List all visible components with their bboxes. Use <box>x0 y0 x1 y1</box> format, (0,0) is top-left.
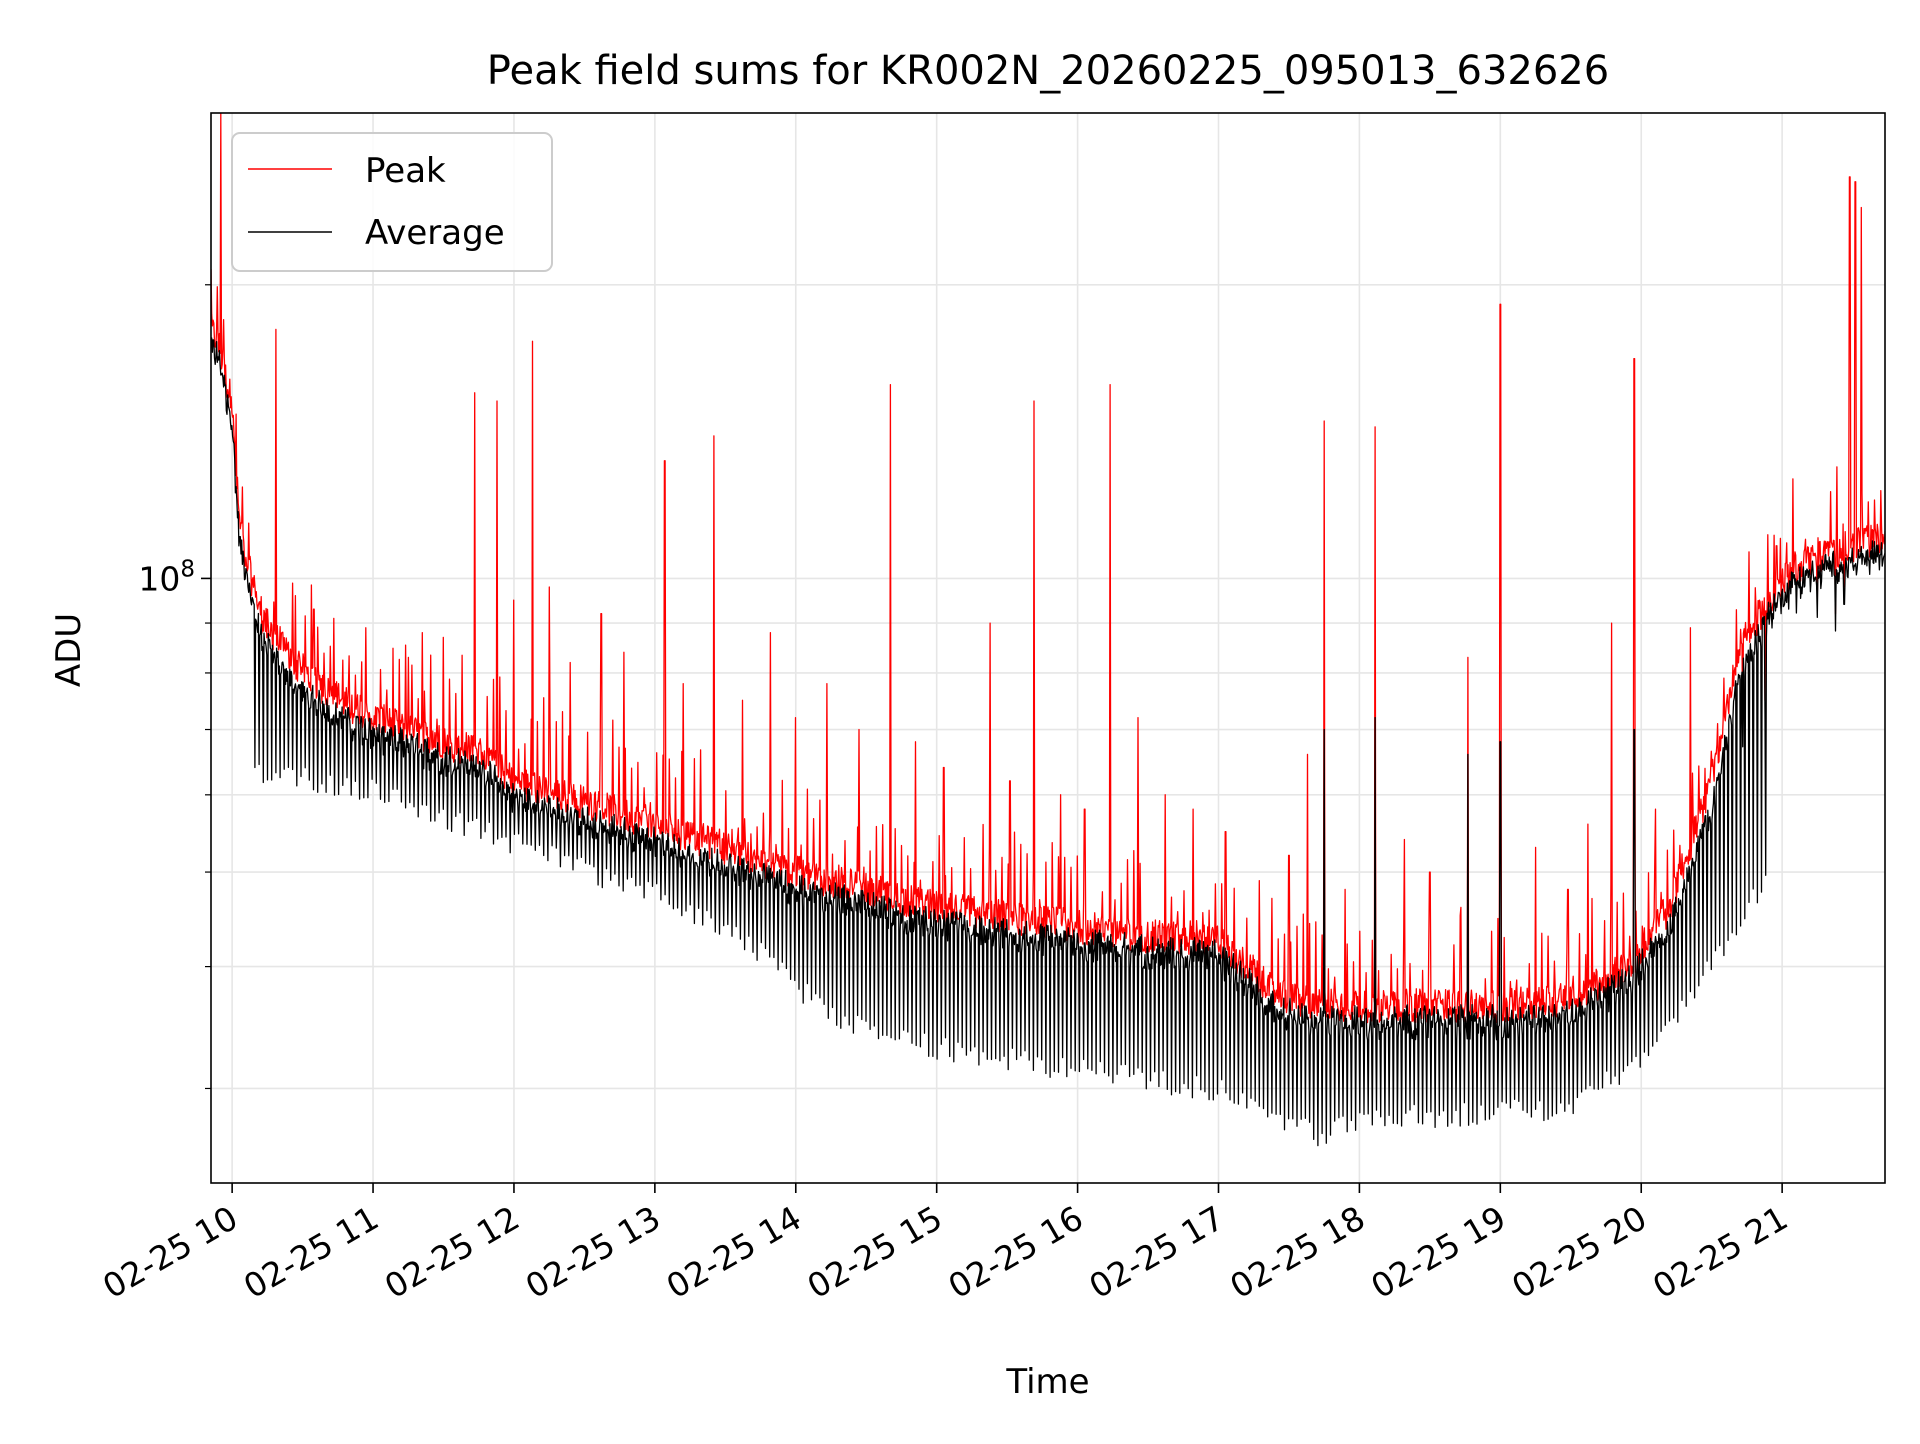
series-peak-line <box>211 113 1885 1024</box>
legend[interactable]: Peak Average <box>231 132 553 272</box>
y-axis-label: ADU <box>49 613 89 687</box>
y-tick-label: 108 <box>138 556 195 598</box>
legend-average-label: Average <box>365 213 505 253</box>
y-axis: 108 <box>138 284 211 1090</box>
plot-frame <box>210 112 1886 1184</box>
chart-title: Peak field sums for KR002N_20260225_0950… <box>487 48 1609 94</box>
legend-peak-label: Peak <box>365 151 446 191</box>
x-axis-label: Time <box>1005 1362 1089 1402</box>
series-average-line <box>211 337 1885 1147</box>
legend-frame <box>231 132 553 272</box>
series-layer <box>211 113 1885 1147</box>
